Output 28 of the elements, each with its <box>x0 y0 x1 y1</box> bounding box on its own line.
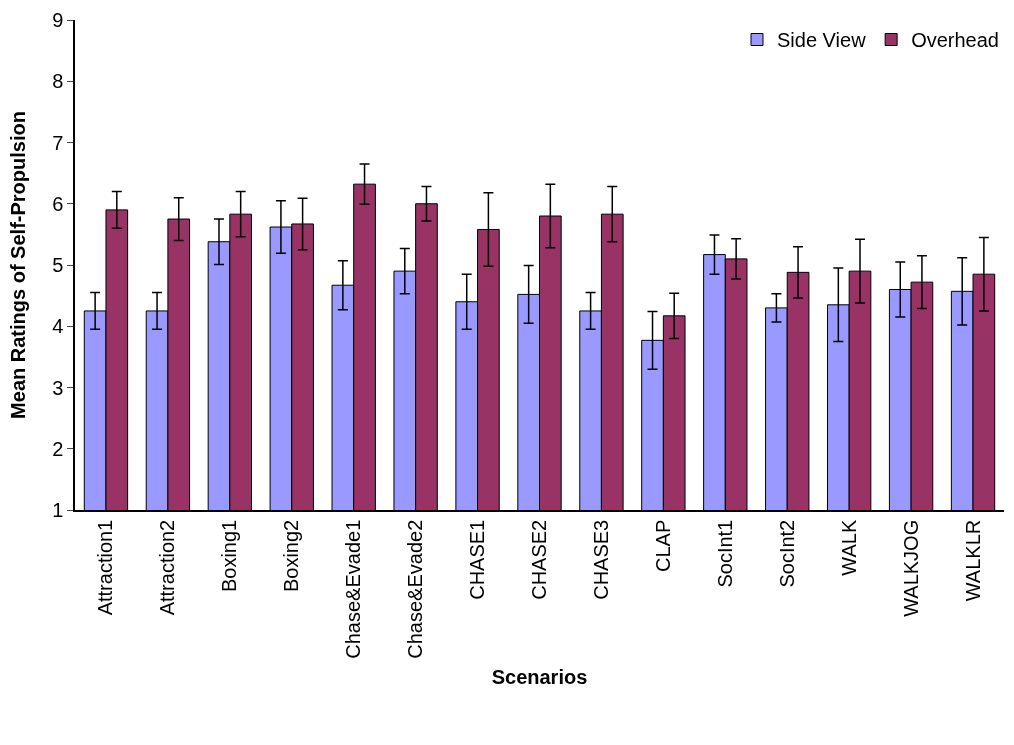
x-axis-title: Scenarios <box>491 665 588 688</box>
y-tick-label: 3 <box>52 376 64 399</box>
y-tick-label: 7 <box>52 131 64 154</box>
x-tick-label: Boxing2 <box>280 519 303 593</box>
y-axis-title: Mean Ratings of Self-Propulsion <box>6 111 29 419</box>
x-tick-label: WALK <box>837 519 860 576</box>
x-tick-label: WALKJOG <box>899 519 922 617</box>
x-tick-label: CLAP <box>651 519 674 572</box>
x-tick-label: Boxing1 <box>218 519 241 593</box>
legend-label: Overhead <box>911 29 999 52</box>
y-tick-label: 1 <box>52 499 64 521</box>
y-tick-label: 4 <box>52 315 64 338</box>
x-tick-label: WALKLR <box>961 519 984 602</box>
legend-label: Side View <box>777 29 867 52</box>
x-tick-label: Chase&Evade1 <box>342 519 365 659</box>
x-tick-label: CHASE2 <box>528 519 550 600</box>
x-tick-label: Attraction2 <box>156 519 179 616</box>
x-tick-label: SocInt2 <box>775 519 798 588</box>
x-tick-label: Chase&Evade2 <box>404 519 427 659</box>
y-tick-label: 9 <box>52 9 64 31</box>
y-tick-label: 6 <box>52 192 64 215</box>
x-tick-label: CHASE3 <box>589 519 612 600</box>
x-tick-label: SocInt1 <box>713 519 736 588</box>
y-tick-label: 2 <box>52 437 64 460</box>
x-tick-label: Attraction1 <box>94 519 117 616</box>
y-tick-label: 5 <box>52 254 64 276</box>
y-tick-label: 8 <box>52 70 64 93</box>
x-tick-label: CHASE1 <box>466 519 489 600</box>
